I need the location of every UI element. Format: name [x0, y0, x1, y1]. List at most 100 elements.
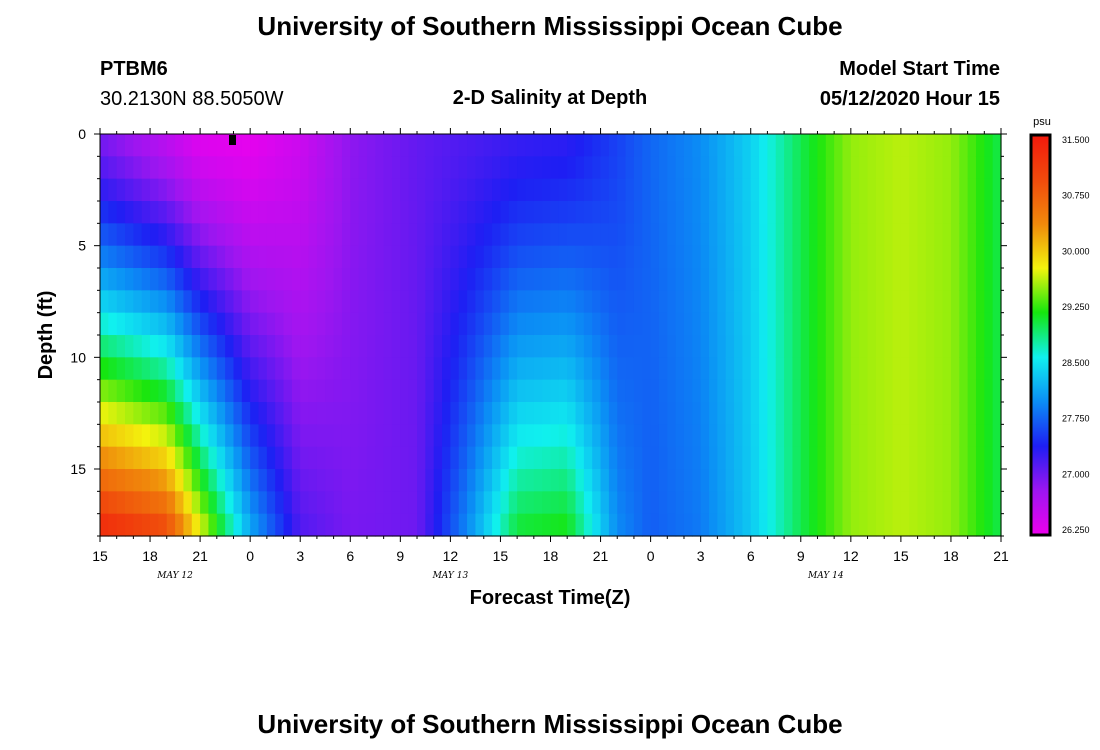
heatmap-cell [800, 491, 810, 515]
heatmap-cell [425, 402, 435, 425]
heatmap-cell [642, 178, 652, 202]
heatmap-cell [383, 223, 393, 247]
heatmap-cell [475, 513, 485, 537]
heatmap-cell [984, 223, 994, 247]
heatmap-cell [992, 424, 1002, 448]
heatmap-cell [208, 357, 218, 381]
heatmap-cell [675, 513, 685, 537]
heatmap-cell [642, 491, 652, 515]
heatmap-cell [867, 290, 877, 314]
heatmap-cell [950, 178, 960, 202]
heatmap-cell [325, 335, 335, 358]
heatmap-cell [467, 513, 477, 537]
heatmap-cell [959, 245, 969, 269]
heatmap-cell [675, 335, 685, 358]
heatmap-cell [909, 357, 919, 381]
heatmap-cell [450, 357, 460, 381]
heatmap-cell [475, 245, 485, 269]
heatmap-cell [683, 245, 693, 269]
heatmap-cell [350, 402, 360, 425]
heatmap-cell [383, 245, 393, 269]
heatmap-cell [358, 134, 368, 157]
heatmap-cell [942, 178, 952, 202]
heatmap-cell [850, 134, 860, 157]
heatmap-cell [542, 379, 552, 403]
heatmap-cell [316, 312, 326, 336]
heatmap-cell [141, 268, 151, 291]
heatmap-cell [633, 379, 643, 403]
heatmap-cell [817, 178, 827, 202]
heatmap-cell [158, 245, 168, 269]
heatmap-cell [767, 379, 777, 403]
heatmap-cell [642, 223, 652, 247]
heatmap-cell [508, 379, 518, 403]
heatmap-cell [784, 223, 794, 247]
heatmap-cell [608, 513, 618, 537]
heatmap-cell [483, 424, 493, 448]
y-tick-label: 5 [78, 238, 86, 254]
heatmap-cell [475, 156, 485, 180]
heatmap-cell [450, 268, 460, 291]
heatmap-cell [350, 268, 360, 291]
heatmap-cell [283, 312, 293, 336]
heatmap-cell [800, 201, 810, 224]
heatmap-cell [967, 424, 977, 448]
heatmap-cell [650, 424, 660, 448]
heatmap-cell [859, 513, 869, 537]
heatmap-cell [625, 201, 635, 224]
heatmap-cell [592, 379, 602, 403]
heatmap-cell [100, 491, 109, 515]
heatmap-cell [216, 201, 226, 224]
heatmap-cell [875, 268, 885, 291]
plot-title: 2-D Salinity at Depth [453, 87, 647, 109]
heatmap-cell [867, 178, 877, 202]
heatmap-cell [383, 491, 393, 515]
heatmap-cell [608, 245, 618, 269]
heatmap-cell [909, 379, 919, 403]
heatmap-cell [183, 134, 193, 157]
heatmap-cell [967, 290, 977, 314]
heatmap-cell [608, 402, 618, 425]
heatmap-cell [150, 335, 159, 358]
heatmap-cell [125, 379, 134, 403]
heatmap-cell [233, 469, 243, 492]
heatmap-cell [975, 335, 985, 358]
heatmap-cell [859, 178, 869, 202]
heatmap-cell [600, 357, 610, 381]
heatmap-cell [800, 245, 810, 269]
heatmap-cell [925, 156, 935, 180]
heatmap-cell [642, 134, 652, 157]
heatmap-cell [225, 268, 235, 291]
heatmap-cell [533, 491, 543, 515]
heatmap-cell [341, 290, 351, 314]
heatmap-cell [859, 402, 869, 425]
heatmap-cell [859, 312, 869, 336]
heatmap-cell [525, 491, 535, 515]
heatmap-cell [875, 446, 885, 470]
heatmap-cell [283, 134, 293, 157]
heatmap-cell [500, 156, 510, 180]
heatmap-cell [892, 245, 902, 269]
heatmap-cell [992, 379, 1002, 403]
heatmap-cell [984, 335, 994, 358]
heatmap-cell [950, 357, 960, 381]
heatmap-cell [366, 134, 376, 157]
heatmap-cell [525, 379, 535, 403]
heatmap-cell [308, 513, 318, 537]
heatmap-cell [750, 357, 760, 381]
heatmap-cell [291, 424, 301, 448]
heatmap-cell [867, 491, 877, 515]
heatmap-cell [425, 134, 435, 157]
heatmap-cell [500, 201, 510, 224]
heatmap-cell [667, 335, 677, 358]
heatmap-cell [700, 312, 710, 336]
heatmap-cell [875, 178, 885, 202]
heatmap-cell [917, 156, 927, 180]
heatmap-cell [241, 156, 251, 180]
heatmap-cell [967, 201, 977, 224]
heatmap-cell [592, 178, 602, 202]
heatmap-cell [809, 469, 819, 492]
heatmap-cell [700, 290, 710, 314]
heatmap-cell [483, 178, 493, 202]
heatmap-cell [266, 245, 276, 269]
